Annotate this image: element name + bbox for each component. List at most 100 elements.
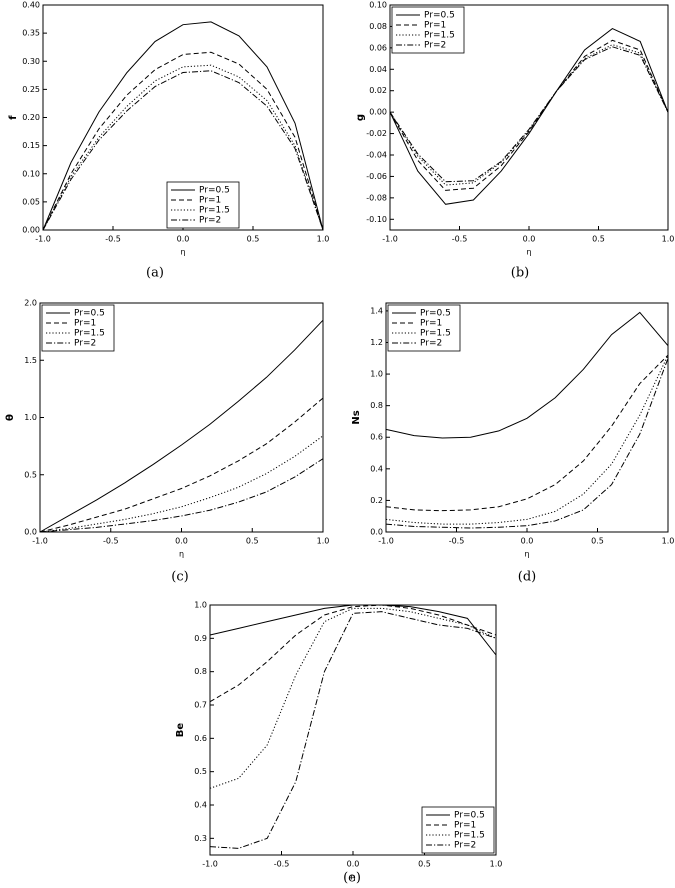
x-tick-label: 1.0	[662, 235, 675, 244]
legend-label: Pr=1	[454, 821, 476, 831]
y-tick-label: 0.06	[369, 43, 387, 52]
x-axis-label: η	[180, 248, 185, 257]
y-tick-label: 0.15	[22, 141, 40, 150]
x-tick-label: 0.5	[247, 235, 260, 244]
legend-label: Pr=1.5	[74, 329, 105, 339]
data-line	[389, 27, 669, 205]
caption: (d)	[518, 570, 536, 585]
y-tick-label: 0.04	[369, 65, 387, 74]
y-tick-label: 0.10	[22, 169, 40, 178]
legend-label: Pr=1	[424, 21, 446, 31]
y-tick-label: 1.5	[24, 356, 37, 365]
y-tick-label: 0.00	[22, 226, 40, 235]
y-tick-label: 1.0	[194, 601, 207, 610]
x-tick-label: 0.0	[521, 537, 534, 546]
x-tick-label: -1.0	[35, 235, 51, 244]
y-tick-label: 1.0	[24, 413, 37, 422]
x-tick-label: -1.0	[378, 537, 394, 546]
y-tick-label: 0.4	[370, 464, 383, 473]
data-line	[39, 319, 324, 533]
x-tick-label: -0.5	[452, 235, 468, 244]
x-tick-label: 1.0	[317, 537, 330, 546]
legend-label: Pr=1.5	[199, 206, 230, 216]
data-line	[389, 46, 669, 183]
y-tick-label: 0.10	[369, 1, 387, 10]
y-tick-label: 0.20	[22, 113, 40, 122]
caption: (b)	[511, 266, 529, 281]
y-tick-label: 0.5	[194, 767, 207, 776]
x-tick-label: -1.0	[202, 860, 218, 869]
data-line	[389, 44, 669, 186]
data-line	[42, 21, 324, 231]
y-tick-label: 1.4	[370, 306, 383, 315]
y-axis-label: f	[8, 115, 19, 120]
x-tick-label: -1.0	[382, 235, 398, 244]
y-tick-label: -0.02	[366, 129, 387, 138]
y-tick-label: 0.4	[194, 801, 207, 810]
y-tick-label: 0.3	[194, 834, 207, 843]
y-tick-label: 0.0	[370, 528, 383, 537]
y-tick-label: 0.00	[369, 108, 387, 117]
x-axis-label: η	[350, 873, 355, 882]
legend-label: Pr=2	[424, 41, 446, 51]
legend-label: Pr=0.5	[424, 11, 455, 21]
x-tick-label: 1.0	[317, 235, 330, 244]
x-tick-label: -0.5	[449, 537, 465, 546]
data-line	[209, 604, 497, 656]
x-tick-label: 0.0	[523, 235, 536, 244]
legend-label: Pr=2	[74, 339, 96, 349]
y-tick-label: -0.08	[366, 193, 387, 202]
y-tick-label: 0.05	[22, 197, 40, 206]
x-tick-label: 0.5	[592, 235, 605, 244]
data-line	[209, 607, 497, 789]
data-line	[385, 358, 669, 529]
legend-label: Pr=0.5	[454, 811, 485, 821]
x-tick-label: -0.5	[105, 235, 121, 244]
x-tick-label: -0.5	[103, 537, 119, 546]
data-line	[39, 458, 324, 533]
legend-label: Pr=2	[420, 339, 442, 349]
y-tick-label: -0.06	[366, 172, 387, 181]
y-tick-label: 0.30	[22, 57, 40, 66]
x-axis-label: η	[524, 550, 529, 559]
y-tick-label: 1.2	[370, 338, 383, 347]
y-axis-label: θ	[5, 414, 16, 421]
x-tick-label: -0.5	[274, 860, 290, 869]
y-tick-label: 0.6	[370, 433, 383, 442]
x-axis-label: η	[179, 550, 184, 559]
data-line	[42, 51, 324, 231]
legend-label: Pr=1	[199, 196, 221, 206]
data-line	[42, 70, 324, 231]
legend-label: Pr=2	[454, 841, 476, 851]
y-axis-label: Be	[175, 723, 186, 738]
y-tick-label: 0.6	[194, 734, 207, 743]
x-tick-label: 1.0	[662, 537, 675, 546]
y-tick-label: 0.9	[194, 634, 207, 643]
y-tick-label: 0.0	[24, 528, 37, 537]
data-line	[209, 604, 497, 703]
x-tick-label: 0.0	[177, 235, 190, 244]
data-line	[389, 39, 669, 191]
data-line	[209, 611, 497, 849]
x-tick-label: 0.5	[246, 537, 259, 546]
x-tick-label: 0.5	[591, 537, 604, 546]
caption: (c)	[171, 570, 188, 585]
legend-label: Pr=2	[199, 216, 221, 226]
data-line	[385, 354, 669, 525]
caption: (e)	[343, 871, 361, 886]
data-line	[39, 435, 324, 533]
y-tick-label: 0.35	[22, 29, 40, 38]
y-axis-label: g	[355, 114, 366, 121]
y-tick-label: -0.10	[366, 215, 387, 224]
y-tick-label: 0.25	[22, 85, 40, 94]
caption: (a)	[146, 266, 164, 281]
data-line	[39, 397, 324, 533]
legend-label: Pr=0.5	[420, 309, 451, 319]
legend-label: Pr=0.5	[199, 186, 230, 196]
legend-label: Pr=1	[420, 319, 442, 329]
y-tick-label: 0.08	[369, 22, 387, 31]
y-tick-label: 1.0	[370, 370, 383, 379]
x-tick-label: 0.0	[347, 860, 360, 869]
